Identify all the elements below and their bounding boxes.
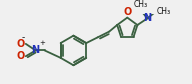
Text: +: + <box>39 40 45 46</box>
Text: O: O <box>17 51 25 61</box>
Text: N: N <box>32 45 40 55</box>
Text: O: O <box>123 7 131 17</box>
Text: O: O <box>17 39 25 49</box>
Text: CH₃: CH₃ <box>156 7 170 16</box>
Text: -: - <box>22 33 25 42</box>
Text: CH₃: CH₃ <box>134 0 148 9</box>
Text: N: N <box>143 13 151 23</box>
